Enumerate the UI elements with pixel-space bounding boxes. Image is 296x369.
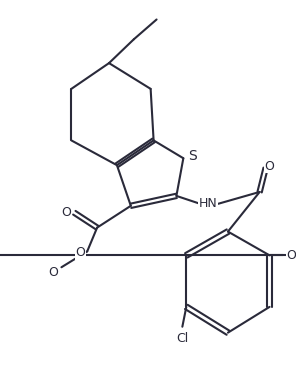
Text: O: O <box>75 246 85 259</box>
Text: O: O <box>265 160 274 173</box>
Text: O: O <box>49 266 58 279</box>
Text: O: O <box>287 249 296 262</box>
Text: HN: HN <box>199 197 218 210</box>
Text: Cl: Cl <box>176 332 189 345</box>
Text: S: S <box>188 149 197 163</box>
Text: O: O <box>62 206 71 219</box>
